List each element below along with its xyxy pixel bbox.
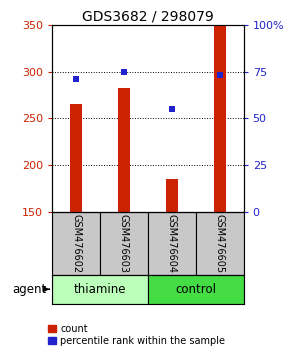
Bar xyxy=(214,25,226,212)
Bar xyxy=(100,212,148,275)
Bar xyxy=(118,88,130,212)
Bar xyxy=(52,212,100,275)
Title: GDS3682 / 298079: GDS3682 / 298079 xyxy=(82,10,214,24)
Bar xyxy=(148,275,244,304)
Bar xyxy=(166,179,178,212)
Text: agent: agent xyxy=(12,283,46,296)
Bar xyxy=(148,212,196,275)
Bar xyxy=(70,104,82,212)
Text: GSM476603: GSM476603 xyxy=(119,214,129,273)
Text: control: control xyxy=(175,283,216,296)
Text: GSM476602: GSM476602 xyxy=(71,214,81,273)
Text: GSM476604: GSM476604 xyxy=(167,214,177,273)
Text: thiamine: thiamine xyxy=(74,283,126,296)
Bar xyxy=(52,275,148,304)
Bar xyxy=(196,212,244,275)
Legend: count, percentile rank within the sample: count, percentile rank within the sample xyxy=(48,324,225,346)
Text: GSM476605: GSM476605 xyxy=(215,214,225,273)
